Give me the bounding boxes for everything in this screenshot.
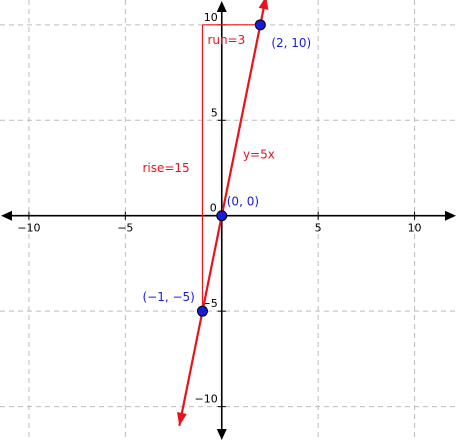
line-label: y=5x xyxy=(243,147,275,161)
points xyxy=(196,19,266,317)
annotations: (2, 10) (0, 0) (−1, −5) run=3 rise=15 y=5x xyxy=(142,33,311,304)
x-axis-arrow-right xyxy=(445,210,456,221)
series-arrow-up xyxy=(258,0,269,10)
y-tick-label: 5 xyxy=(211,106,218,119)
slope-triangle xyxy=(201,24,261,312)
origin-label: 0 xyxy=(210,202,217,215)
point-label-0-0: (0, 0) xyxy=(227,195,259,209)
point-label-neg1-neg5: (−1, −5) xyxy=(142,290,194,304)
y-tick-label: −10 xyxy=(195,393,218,406)
data-point xyxy=(216,210,228,222)
point-label-2-10: (2, 10) xyxy=(271,36,311,50)
data-point xyxy=(196,305,208,317)
rise-label: rise=15 xyxy=(142,161,189,175)
x-tick-label: −10 xyxy=(17,222,40,235)
data-point xyxy=(254,19,266,31)
y-axis-arrow-down xyxy=(216,429,227,440)
y-tick-label: 10 xyxy=(204,11,218,24)
run-label: run=3 xyxy=(207,33,245,47)
x-tick-label: −5 xyxy=(117,222,133,235)
x-tick-label: 5 xyxy=(315,222,322,235)
y-axis-arrow-up xyxy=(216,1,227,12)
x-tick-label: 10 xyxy=(408,222,422,235)
x-axis-arrow-left xyxy=(1,210,12,221)
series-arrow-down xyxy=(177,411,187,426)
